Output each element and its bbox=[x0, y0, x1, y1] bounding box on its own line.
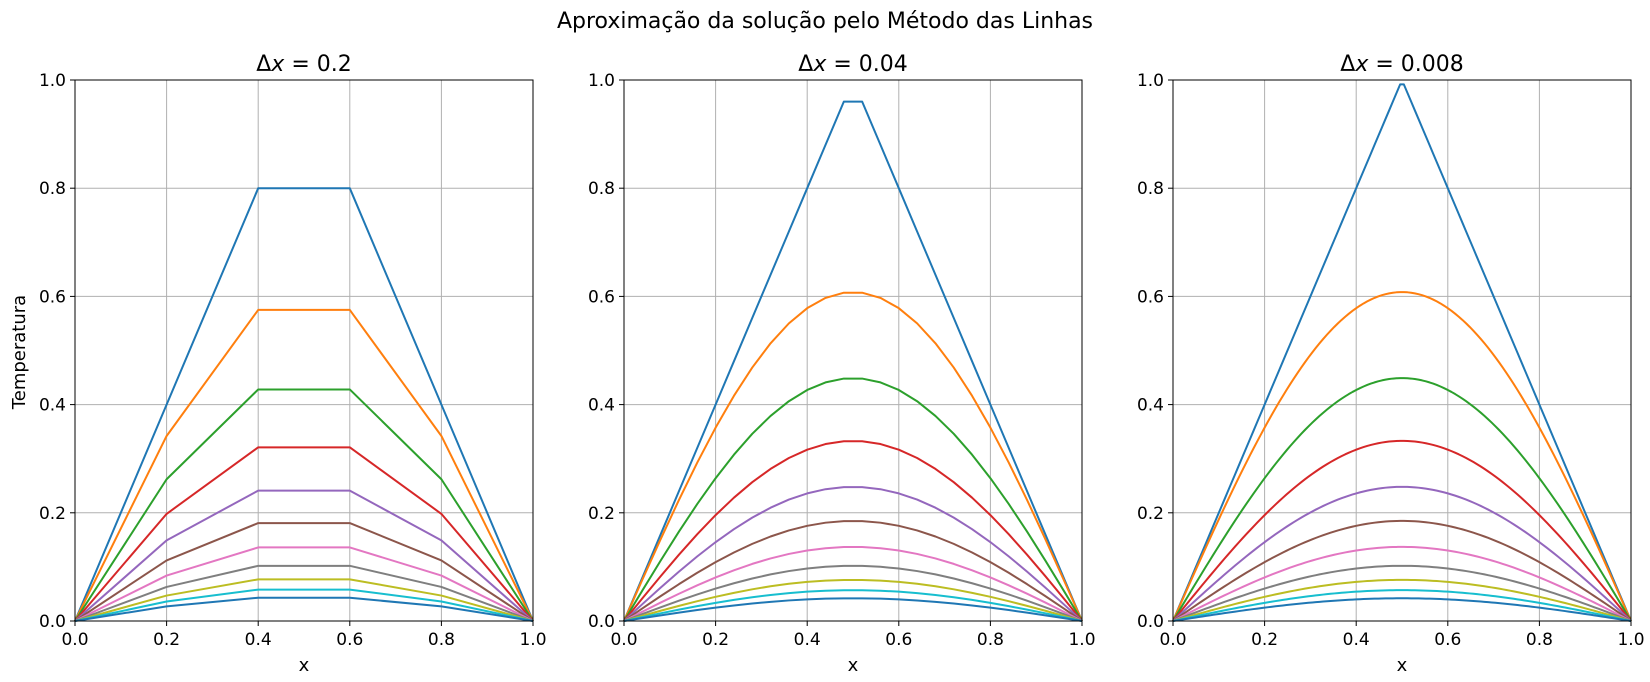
subplot-title: Δx = 0.04 bbox=[798, 52, 908, 77]
series-line-1 bbox=[623, 100, 1083, 622]
y-tick-label: 0.8 bbox=[39, 179, 66, 199]
series-group bbox=[1172, 83, 1632, 622]
x-tick-label: 0.0 bbox=[610, 630, 637, 650]
series-line-4 bbox=[1172, 439, 1632, 622]
subplot-2: 0.0 0.2 0.4 0.6 0.8 1.00.00.20.40.60.81.0xΔx … bbox=[588, 52, 1096, 676]
subplots: 0.0 0.2 0.4 0.6 0.8 1.00.00.20.40.60.81.0xΔx … bbox=[39, 52, 1645, 676]
series-line-3 bbox=[74, 388, 534, 622]
series-line-9 bbox=[74, 578, 534, 622]
subplot-title: Δx = 0.008 bbox=[1340, 52, 1464, 77]
x-tick-label: 0.4 bbox=[794, 630, 821, 650]
series-line-6 bbox=[74, 522, 534, 622]
x-tick-label: 1.0 bbox=[1617, 630, 1644, 650]
x-axis-label: x bbox=[1397, 655, 1408, 676]
series-line-4 bbox=[623, 440, 1083, 622]
x-tick-label: 0.2 bbox=[1251, 630, 1278, 650]
x-tick-label: 0.2 bbox=[702, 630, 729, 650]
x-tick-label: 0.0 bbox=[61, 630, 88, 650]
title-delta: Δ bbox=[256, 52, 271, 77]
x-tick-label: 0.8 bbox=[1526, 630, 1553, 650]
figure-suptitle: Aproximação da solução pelo Método das L… bbox=[557, 9, 1093, 34]
series-line-3 bbox=[623, 377, 1083, 622]
axes-frame bbox=[623, 79, 1083, 622]
series-line-7 bbox=[623, 546, 1083, 622]
series-line-8 bbox=[1172, 564, 1632, 622]
series-line-6 bbox=[1172, 519, 1632, 622]
series-line-9 bbox=[623, 578, 1083, 622]
series-line-6 bbox=[623, 520, 1083, 622]
series-line-9 bbox=[1172, 578, 1632, 622]
y-tick-label: 0.2 bbox=[588, 504, 615, 524]
x-tick-label: 0.2 bbox=[153, 630, 180, 650]
x-tick-label: 0.6 bbox=[885, 630, 912, 650]
title-variable: x bbox=[1354, 52, 1369, 77]
series-line-11 bbox=[623, 597, 1083, 622]
y-tick-label: 0.0 bbox=[588, 612, 615, 632]
title-delta: Δ bbox=[1340, 52, 1355, 77]
y-tick-label: 0.0 bbox=[39, 612, 66, 632]
title-value: = 0.008 bbox=[1368, 52, 1463, 77]
y-tick-label: 0.0 bbox=[1137, 612, 1164, 632]
y-tick-label: 1.0 bbox=[39, 71, 66, 91]
x-tick-label: 0.6 bbox=[336, 630, 363, 650]
series-line-3 bbox=[1172, 377, 1632, 622]
title-variable: x bbox=[270, 52, 285, 77]
subplot-1: 0.0 0.2 0.4 0.6 0.8 1.00.00.20.40.60.81.0xΔx … bbox=[39, 52, 547, 676]
series-line-2 bbox=[74, 308, 534, 622]
series-line-5 bbox=[623, 486, 1083, 622]
series-line-8 bbox=[623, 564, 1083, 622]
subplot-title: Δx = 0.2 bbox=[256, 52, 352, 77]
x-tick-label: 0.4 bbox=[245, 630, 272, 650]
series-line-5 bbox=[1172, 485, 1632, 622]
series-line-2 bbox=[623, 291, 1083, 622]
y-tick-label: 0.2 bbox=[1137, 504, 1164, 524]
title-value: = 0.2 bbox=[284, 52, 351, 77]
y-tick-label: 0.6 bbox=[39, 287, 66, 307]
series-line-5 bbox=[74, 489, 534, 622]
y-tick-label: 0.8 bbox=[1137, 179, 1164, 199]
x-tick-label: 0.8 bbox=[977, 630, 1004, 650]
series-group bbox=[74, 187, 534, 622]
series-line-1 bbox=[74, 187, 534, 622]
y-tick-label: 0.6 bbox=[588, 287, 615, 307]
x-tick-label: 1.0 bbox=[1068, 630, 1095, 650]
title-value: = 0.04 bbox=[826, 52, 907, 77]
x-axis-label: x bbox=[848, 655, 859, 676]
series-line-4 bbox=[74, 446, 534, 622]
series-line-11 bbox=[74, 596, 534, 622]
y-tick-label: 0.2 bbox=[39, 504, 66, 524]
y-tick-label: 1.0 bbox=[1137, 71, 1164, 91]
series-line-7 bbox=[74, 546, 534, 622]
series-line-10 bbox=[1172, 589, 1632, 622]
series-line-1 bbox=[1172, 83, 1632, 622]
series-line-10 bbox=[623, 589, 1083, 622]
series-line-7 bbox=[1172, 545, 1632, 622]
title-variable: x bbox=[812, 52, 827, 77]
y-tick-label: 0.6 bbox=[1137, 287, 1164, 307]
y-tick-label: 0.4 bbox=[588, 396, 615, 416]
y-tick-label: 1.0 bbox=[588, 71, 615, 91]
x-tick-label: 0.0 bbox=[1159, 630, 1186, 650]
x-tick-label: 1.0 bbox=[519, 630, 546, 650]
axes-frame bbox=[1172, 79, 1632, 622]
series-line-2 bbox=[1172, 291, 1632, 622]
x-tick-label: 0.6 bbox=[1434, 630, 1461, 650]
x-axis-label: x bbox=[299, 655, 310, 676]
title-delta: Δ bbox=[798, 52, 813, 77]
y-axis-label: Temperatura bbox=[9, 295, 30, 410]
series-line-11 bbox=[1172, 597, 1632, 622]
series-group bbox=[623, 100, 1083, 622]
x-tick-label: 0.4 bbox=[1343, 630, 1370, 650]
series-line-8 bbox=[74, 564, 534, 622]
x-tick-label: 0.8 bbox=[428, 630, 455, 650]
axes-frame bbox=[74, 79, 534, 622]
y-tick-label: 0.4 bbox=[39, 396, 66, 416]
subplot-3: 0.0 0.2 0.4 0.6 0.8 1.00.00.20.40.60.81.0xΔx … bbox=[1137, 52, 1645, 676]
y-tick-label: 0.8 bbox=[588, 179, 615, 199]
y-tick-label: 0.4 bbox=[1137, 396, 1164, 416]
series-line-10 bbox=[74, 588, 534, 622]
